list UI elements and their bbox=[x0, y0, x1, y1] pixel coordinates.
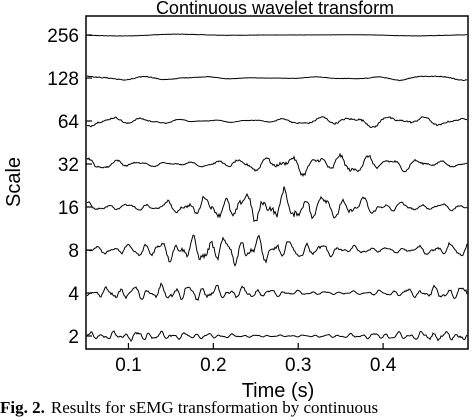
x-tick-label: 0.4 bbox=[370, 355, 397, 376]
y-tick-label: 8 bbox=[68, 241, 79, 262]
trace-scale-64 bbox=[86, 116, 468, 129]
y-tick-label: 2 bbox=[68, 327, 79, 348]
wavelet-traces bbox=[86, 33, 468, 343]
figure-caption: Fig. 2. Results for sEMG transformation b… bbox=[0, 398, 474, 419]
chart-title: Continuous wavelet transform bbox=[156, 0, 394, 18]
trace-scale-256 bbox=[86, 33, 468, 37]
trace-scale-128 bbox=[86, 75, 468, 82]
trace-scale-4 bbox=[86, 282, 468, 302]
x-axis-label: Time (s) bbox=[242, 380, 315, 402]
x-axis-ticks: 0.1 0.2 0.3 0.4 bbox=[115, 343, 397, 376]
x-tick-label: 0.3 bbox=[285, 355, 311, 376]
y-tick-label: 64 bbox=[58, 112, 80, 133]
y-tick-label: 4 bbox=[68, 284, 79, 305]
y-tick-label: 128 bbox=[47, 69, 79, 90]
trace-scale-2 bbox=[86, 330, 468, 343]
x-tick-label: 0.1 bbox=[115, 355, 141, 376]
trace-scale-16 bbox=[86, 186, 468, 223]
y-axis-label: Scale bbox=[3, 157, 25, 207]
y-tick-label: 16 bbox=[58, 198, 79, 219]
caption-text: Results for sEMG transformation by conti… bbox=[50, 398, 379, 417]
trace-scale-32 bbox=[86, 152, 468, 178]
y-tick-label: 256 bbox=[47, 26, 79, 47]
y-axis-ticks: 256 128 64 32 16 8 4 2 bbox=[47, 26, 92, 348]
y-tick-label: 32 bbox=[58, 155, 79, 176]
x-tick-label: 0.2 bbox=[200, 355, 226, 376]
trace-scale-8 bbox=[86, 234, 468, 267]
plot-frame bbox=[85, 15, 469, 350]
caption-label: Fig. 2. bbox=[0, 398, 45, 417]
